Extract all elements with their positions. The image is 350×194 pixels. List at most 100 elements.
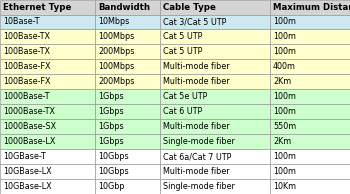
Bar: [160, 149, 270, 164]
Text: 100m: 100m: [273, 17, 296, 26]
Text: 10Gbps: 10Gbps: [98, 152, 129, 161]
Text: 200Mbps: 200Mbps: [98, 77, 134, 86]
Text: 1000Base-LX: 1000Base-LX: [3, 137, 55, 146]
Text: Single-mode fiber: Single-mode fiber: [163, 137, 235, 146]
Bar: [160, 104, 270, 119]
Text: Cat 6a/Cat 7 UTP: Cat 6a/Cat 7 UTP: [163, 152, 231, 161]
Text: Cat 6 UTP: Cat 6 UTP: [163, 107, 202, 116]
Bar: [270, 134, 350, 149]
Bar: [160, 0, 270, 15]
Bar: [95, 0, 160, 15]
Bar: [270, 149, 350, 164]
Bar: [0, 29, 95, 44]
Bar: [0, 179, 95, 194]
Text: 100m: 100m: [273, 167, 296, 176]
Text: Multi-mode fiber: Multi-mode fiber: [163, 122, 230, 131]
Text: 200Mbps: 200Mbps: [98, 47, 134, 56]
Bar: [95, 149, 160, 164]
Bar: [95, 15, 160, 29]
Bar: [160, 89, 270, 104]
Bar: [0, 89, 95, 104]
Bar: [95, 179, 160, 194]
Text: Cable Type: Cable Type: [163, 3, 216, 12]
Bar: [160, 29, 270, 44]
Bar: [160, 15, 270, 29]
Text: 1Gbps: 1Gbps: [98, 92, 124, 101]
Text: 100m: 100m: [273, 92, 296, 101]
Bar: [160, 119, 270, 134]
Text: 100m: 100m: [273, 107, 296, 116]
Bar: [0, 134, 95, 149]
Bar: [95, 164, 160, 179]
Bar: [270, 44, 350, 59]
Text: 100Base-FX: 100Base-FX: [3, 77, 50, 86]
Bar: [95, 44, 160, 59]
Bar: [95, 59, 160, 74]
Text: 10GBase-LX: 10GBase-LX: [3, 182, 52, 191]
Text: 1Gbps: 1Gbps: [98, 122, 124, 131]
Text: 1Gbps: 1Gbps: [98, 107, 124, 116]
Bar: [0, 119, 95, 134]
Bar: [95, 119, 160, 134]
Bar: [270, 74, 350, 89]
Bar: [0, 164, 95, 179]
Bar: [95, 134, 160, 149]
Bar: [0, 0, 95, 15]
Bar: [270, 179, 350, 194]
Text: Ethernet Type: Ethernet Type: [3, 3, 71, 12]
Bar: [270, 59, 350, 74]
Text: 400m: 400m: [273, 62, 296, 71]
Bar: [0, 104, 95, 119]
Text: 1Gbps: 1Gbps: [98, 137, 124, 146]
Text: 2Km: 2Km: [273, 137, 291, 146]
Bar: [95, 74, 160, 89]
Bar: [160, 44, 270, 59]
Bar: [0, 149, 95, 164]
Text: Multi-mode fiber: Multi-mode fiber: [163, 62, 230, 71]
Text: 10Gbp: 10Gbp: [98, 182, 125, 191]
Text: Cat 5e UTP: Cat 5e UTP: [163, 92, 207, 101]
Bar: [95, 29, 160, 44]
Text: 10GBase-T: 10GBase-T: [3, 152, 46, 161]
Bar: [270, 104, 350, 119]
Bar: [0, 44, 95, 59]
Bar: [160, 179, 270, 194]
Text: 100Mbps: 100Mbps: [98, 62, 134, 71]
Bar: [270, 0, 350, 15]
Text: Multi-mode fiber: Multi-mode fiber: [163, 77, 230, 86]
Text: 100Base-TX: 100Base-TX: [3, 32, 50, 42]
Text: 100m: 100m: [273, 152, 296, 161]
Bar: [270, 89, 350, 104]
Text: Single-mode fiber: Single-mode fiber: [163, 182, 235, 191]
Text: 100m: 100m: [273, 47, 296, 56]
Bar: [160, 59, 270, 74]
Text: 10Km: 10Km: [273, 182, 296, 191]
Text: 1000Base-SX: 1000Base-SX: [3, 122, 56, 131]
Text: 2Km: 2Km: [273, 77, 291, 86]
Text: 10Mbps: 10Mbps: [98, 17, 129, 26]
Text: 100Base-FX: 100Base-FX: [3, 62, 50, 71]
Text: 550m: 550m: [273, 122, 296, 131]
Bar: [0, 15, 95, 29]
Text: 10Base-T: 10Base-T: [3, 17, 40, 26]
Text: 1000Base-TX: 1000Base-TX: [3, 107, 55, 116]
Text: 1000Base-T: 1000Base-T: [3, 92, 49, 101]
Bar: [160, 134, 270, 149]
Text: Cat 3/Cat 5 UTP: Cat 3/Cat 5 UTP: [163, 17, 226, 26]
Bar: [160, 74, 270, 89]
Text: Cat 5 UTP: Cat 5 UTP: [163, 47, 202, 56]
Text: Bandwidth: Bandwidth: [98, 3, 150, 12]
Bar: [0, 74, 95, 89]
Bar: [95, 89, 160, 104]
Bar: [270, 164, 350, 179]
Bar: [270, 15, 350, 29]
Text: 100m: 100m: [273, 32, 296, 42]
Bar: [0, 59, 95, 74]
Text: 10GBase-LX: 10GBase-LX: [3, 167, 52, 176]
Text: 10Gbps: 10Gbps: [98, 167, 129, 176]
Text: Multi-mode fiber: Multi-mode fiber: [163, 167, 230, 176]
Text: 100Mbps: 100Mbps: [98, 32, 134, 42]
Text: Maximum Distance: Maximum Distance: [273, 3, 350, 12]
Bar: [160, 164, 270, 179]
Text: 100Base-TX: 100Base-TX: [3, 47, 50, 56]
